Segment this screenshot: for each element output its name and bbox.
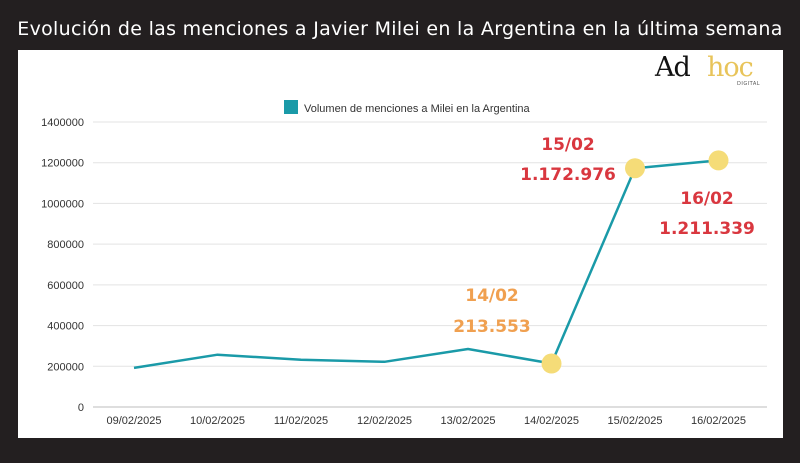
x-tick-label: 14/02/2025 xyxy=(524,415,579,427)
series-line xyxy=(133,159,719,370)
x-tick-label: 09/02/2025 xyxy=(106,415,161,427)
grid-lines xyxy=(93,121,767,408)
highlight-marker xyxy=(625,158,645,179)
x-tick-label: 16/02/2025 xyxy=(691,415,746,427)
x-tick-label: 12/02/2025 xyxy=(357,415,412,427)
highlight-marker xyxy=(541,353,562,374)
annotations-group: 14/02 213.553 15/02 1.172.976 16/02 1.211.339 xyxy=(453,135,755,337)
logo-main: Ad xyxy=(655,52,691,83)
x-tick-labels: 09/02/2025 10/02/2025 11/02/2025 12/02/2025… xyxy=(106,415,746,427)
annotation-value: 1.211.339 xyxy=(659,219,755,239)
logo-accent: hoc xyxy=(707,52,754,83)
logo-sub: DIGITAL xyxy=(737,81,761,87)
highlight-marker xyxy=(708,150,729,171)
y-tick-label: 1000000 xyxy=(41,198,84,210)
y-tick-labels: 0 200000 400000 600000 800000 1000000 1200000 1… xyxy=(41,117,84,414)
x-tick-label: 10/02/2025 xyxy=(190,415,245,427)
series-group xyxy=(133,159,719,370)
annotation-value: 1.172.976 xyxy=(520,165,616,185)
y-tick-label: 1200000 xyxy=(41,158,84,170)
annotation-date: 16/02 xyxy=(680,189,734,209)
markers-group xyxy=(541,150,729,374)
x-tick-label: 15/02/2025 xyxy=(607,415,662,427)
x-tick-label: 13/02/2025 xyxy=(440,415,495,427)
y-tick-label: 0 xyxy=(78,402,84,414)
x-tick-label: 11/02/2025 xyxy=(274,415,328,427)
y-tick-label: 800000 xyxy=(47,239,84,251)
annotation-date: 15/02 xyxy=(541,135,595,155)
y-tick-label: 600000 xyxy=(47,280,84,292)
legend-swatch xyxy=(284,100,298,114)
adhoc-logo: Ad hoc DIGITAL xyxy=(655,52,775,90)
y-tick-label: 400000 xyxy=(47,321,84,333)
page-title: Evolución de las menciones a Javier Mile… xyxy=(17,18,783,40)
legend: Volumen de menciones a Milei en la Argen… xyxy=(284,100,531,115)
y-tick-label: 1400000 xyxy=(41,117,84,129)
legend-label: Volumen de menciones a Milei en la Argen… xyxy=(304,103,531,115)
annotation-date: 14/02 xyxy=(465,286,519,306)
annotation-value: 213.553 xyxy=(453,317,530,337)
y-tick-label: 200000 xyxy=(47,361,84,373)
